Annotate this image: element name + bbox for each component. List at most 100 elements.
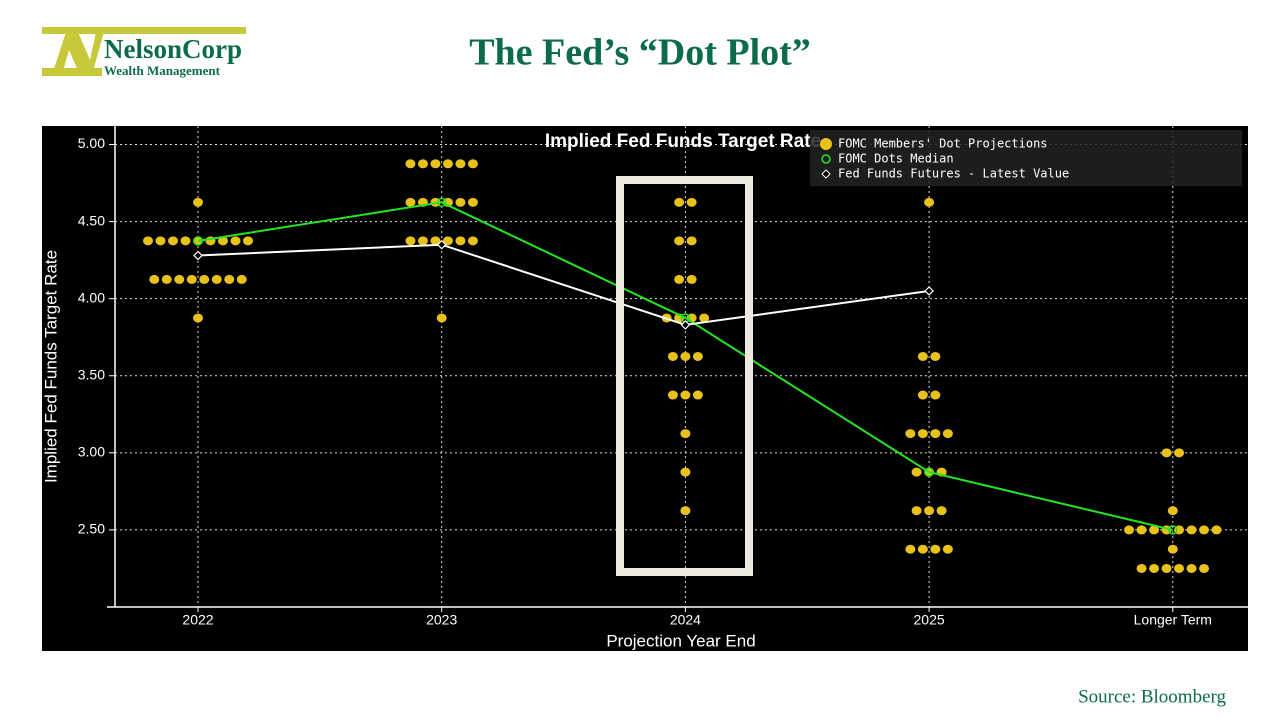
dot bbox=[1167, 506, 1178, 516]
dot bbox=[680, 390, 691, 400]
dot bbox=[193, 313, 203, 323]
y-tick-label: 5.00 bbox=[78, 135, 105, 151]
dot bbox=[417, 159, 428, 169]
dot bbox=[1149, 525, 1160, 535]
dot bbox=[667, 390, 678, 400]
dot bbox=[193, 197, 203, 207]
dot bbox=[674, 274, 685, 284]
dot bbox=[930, 351, 941, 361]
dot bbox=[1136, 525, 1147, 535]
dot bbox=[1199, 525, 1210, 535]
dot bbox=[924, 506, 935, 516]
logo-name: NelsonCorp bbox=[104, 34, 242, 64]
marker bbox=[436, 239, 447, 250]
line bbox=[197, 243, 930, 326]
dot bbox=[467, 159, 478, 169]
dot bbox=[1136, 563, 1147, 573]
marker bbox=[193, 250, 203, 261]
line bbox=[197, 201, 1174, 531]
dot bbox=[467, 236, 478, 246]
dot bbox=[930, 544, 941, 554]
dot bbox=[161, 274, 172, 284]
dot bbox=[942, 544, 953, 554]
dot bbox=[168, 236, 178, 246]
dot bbox=[1199, 563, 1210, 573]
dot bbox=[1124, 525, 1135, 535]
dot bbox=[680, 351, 691, 361]
dot bbox=[692, 390, 703, 400]
dot bbox=[186, 274, 197, 284]
dot bbox=[936, 506, 947, 516]
legend-swatch bbox=[821, 169, 831, 179]
y-axis-label: Implied Fed Funds Target Rate bbox=[41, 250, 60, 483]
dot bbox=[1167, 544, 1178, 554]
logo-bar bbox=[42, 27, 246, 34]
y-tick-label: 3.50 bbox=[78, 366, 105, 382]
dot bbox=[442, 236, 453, 246]
marker bbox=[924, 286, 934, 296]
marker bbox=[680, 320, 691, 330]
dot bbox=[917, 390, 928, 400]
dot bbox=[442, 159, 453, 169]
dot bbox=[149, 274, 160, 284]
dot bbox=[942, 429, 953, 439]
dot bbox=[211, 274, 222, 284]
x-tick-label: 2025 bbox=[914, 612, 945, 628]
dot bbox=[917, 429, 928, 439]
dot bbox=[674, 236, 685, 246]
dot bbox=[905, 429, 916, 439]
y-tick-label: 2.50 bbox=[78, 521, 105, 537]
dot bbox=[430, 159, 441, 169]
dot bbox=[436, 313, 447, 323]
dot bbox=[218, 236, 228, 246]
dot bbox=[199, 274, 210, 284]
dot bbox=[236, 274, 247, 284]
legend-swatch bbox=[820, 138, 832, 150]
dot bbox=[455, 197, 466, 207]
dot bbox=[680, 429, 691, 439]
dot bbox=[680, 467, 691, 477]
y-tick-label: 4.00 bbox=[78, 289, 105, 305]
dot bbox=[405, 159, 416, 169]
dot bbox=[1186, 525, 1197, 535]
logo-sub: Wealth Management bbox=[104, 63, 221, 78]
dot bbox=[224, 274, 235, 284]
dot bbox=[430, 236, 441, 246]
dot bbox=[1174, 448, 1185, 458]
dot bbox=[243, 236, 253, 246]
x-tick-label: 2023 bbox=[426, 612, 457, 628]
marker bbox=[1168, 525, 1178, 535]
legend-label: FOMC Members' Dot Projections bbox=[838, 137, 1048, 151]
dot bbox=[686, 236, 697, 246]
x-axis-label: Projection Year End bbox=[606, 631, 755, 650]
marker bbox=[193, 236, 203, 246]
dot bbox=[917, 544, 928, 554]
dot bbox=[1174, 563, 1185, 573]
slide-title: The Fed’s “Dot Plot” bbox=[469, 32, 811, 74]
dot bbox=[155, 236, 166, 246]
dot bbox=[930, 429, 941, 439]
dot bbox=[699, 313, 710, 323]
highlight-box bbox=[616, 176, 753, 576]
dot bbox=[680, 506, 691, 516]
dot bbox=[674, 197, 685, 207]
dot bbox=[417, 236, 428, 246]
legend-box bbox=[810, 130, 1242, 186]
dot bbox=[692, 351, 703, 361]
dot bbox=[917, 351, 928, 361]
dot bbox=[143, 236, 153, 246]
chart-bg bbox=[42, 126, 1248, 651]
dot bbox=[686, 274, 697, 284]
dot bbox=[1161, 448, 1172, 458]
dot bbox=[905, 544, 916, 554]
logo: NelsonCorp Wealth Management bbox=[42, 27, 246, 78]
dot bbox=[1149, 563, 1160, 573]
logo-n bbox=[52, 32, 104, 75]
chart-title: Implied Fed Funds Target Rate bbox=[545, 131, 821, 152]
dot bbox=[1186, 563, 1197, 573]
chart: 2.50 3.00 3.50 4.00 4.50 5.00 2022 2023 2024 2025… bbox=[41, 126, 1248, 650]
dot bbox=[686, 197, 697, 207]
x-tick-label: Longer Term bbox=[1134, 612, 1212, 628]
x-tick-label: 2024 bbox=[670, 612, 701, 628]
